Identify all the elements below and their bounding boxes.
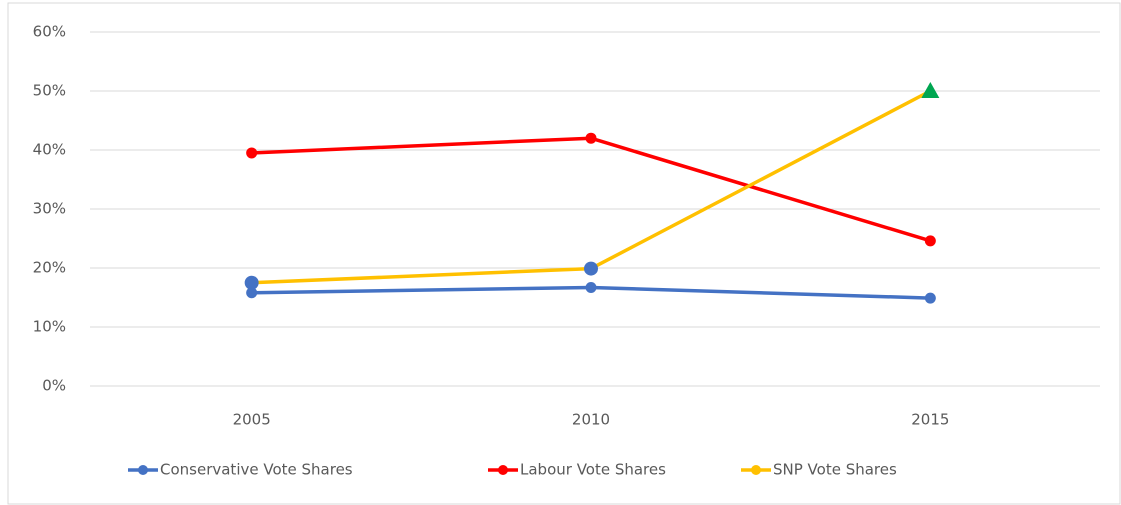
x-tick-label: 2005 — [233, 411, 271, 429]
legend-marker — [751, 465, 761, 475]
y-tick-label: 0% — [42, 377, 66, 395]
x-tick-label: 2010 — [572, 411, 610, 429]
marker — [244, 275, 259, 290]
x-tick-label: 2015 — [911, 411, 949, 429]
marker — [246, 287, 258, 299]
y-tick-label: 50% — [33, 82, 66, 100]
y-tick-label: 30% — [33, 200, 66, 218]
y-tick-label: 20% — [33, 259, 66, 277]
series-line — [251, 89, 932, 285]
legend-label: Labour Vote Shares — [520, 461, 666, 479]
y-tick-label: 60% — [33, 23, 66, 41]
marker — [584, 261, 598, 276]
marker — [585, 281, 597, 293]
marker — [585, 132, 597, 144]
marker — [921, 82, 940, 98]
y-tick-label: 10% — [33, 318, 66, 336]
series-line — [251, 136, 931, 243]
legend-marker — [498, 465, 508, 475]
marker — [924, 235, 936, 247]
legend-marker — [138, 465, 148, 475]
chart-frame — [7, 2, 1121, 505]
y-tick-label: 40% — [33, 141, 66, 159]
legend-label: Conservative Vote Shares — [160, 461, 353, 479]
legend-label: SNP Vote Shares — [773, 461, 897, 479]
marker — [246, 147, 258, 159]
marker — [924, 292, 936, 304]
